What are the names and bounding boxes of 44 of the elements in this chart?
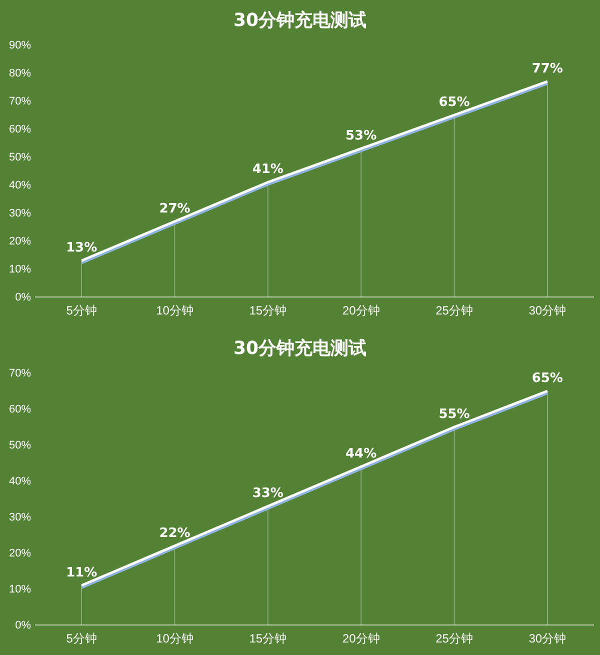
y-tick-label: 30% [8,208,32,220]
y-tick-label: 0% [15,620,32,632]
x-tick-label: 10分钟 [156,303,194,318]
text: 22% [159,526,190,541]
y-tick-label: 90% [8,40,32,52]
x-tick-label: 15分钟 [249,631,287,646]
text: 77% [532,61,563,76]
y-tick-label: 50% [8,440,32,452]
text: 65% [532,371,563,386]
text: 44% [346,446,377,462]
text: 53% [346,128,377,144]
y-tick-label: 60% [8,404,32,416]
y-tick-label: 0% [15,292,32,304]
y-tick-label: 40% [8,180,32,192]
text: 55% [438,407,470,422]
x-tick-label: 20分钟 [342,303,380,318]
y-tick-label: 40% [8,476,32,488]
chart-title: 30分钟充电测试 [233,10,367,31]
x-tick-label: 5分钟 [66,303,97,318]
x-tick-label: 20分钟 [342,631,380,646]
y-tick-label: 30% [8,512,32,524]
y-tick-label: 20% [8,236,32,248]
x-tick-label: 10分钟 [156,631,194,646]
y-tick-label: 10% [8,264,32,276]
text: 41% [252,162,284,178]
x-tick-label: 30分钟 [528,303,566,318]
x-tick-label: 5分钟 [66,631,97,646]
y-tick-label: 60% [8,124,32,136]
x-tick-label: 25分钟 [436,303,473,318]
text: 13% [66,240,98,256]
x-tick-label: 25分钟 [436,631,473,646]
text: 11% [66,565,98,580]
y-tick-label: 20% [8,548,32,560]
y-tick-label: 80% [8,68,32,80]
text: 65% [438,95,470,110]
text: 33% [252,486,284,502]
x-tick-label: 15分钟 [249,303,287,318]
y-tick-label: 70% [8,368,32,380]
chart-title: 30分钟充电测试 [233,338,367,359]
text: 27% [159,201,190,216]
y-tick-label: 10% [8,584,32,596]
y-tick-label: 50% [8,152,32,164]
y-tick-label: 70% [8,96,32,108]
x-tick-label: 30分钟 [528,631,566,646]
